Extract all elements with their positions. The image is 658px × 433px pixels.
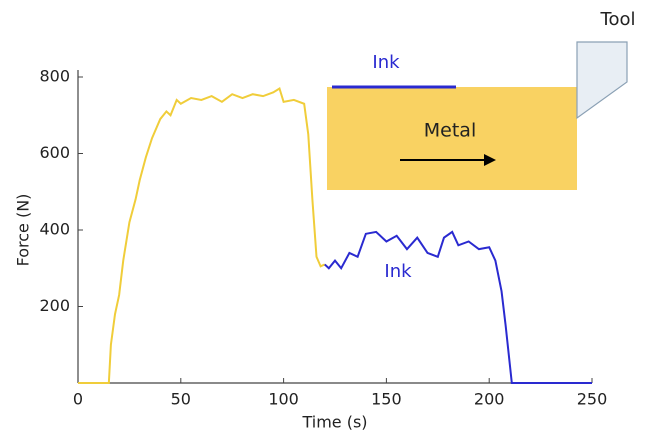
chart: Ink Metal Tool Ink Time (s) Force (N) 20…	[0, 0, 658, 433]
x-tick-label: 0	[73, 390, 83, 409]
tool	[577, 42, 627, 118]
y-tick-label: 600	[39, 143, 70, 162]
annotation: Ink	[372, 52, 400, 73]
x-tick-label: 100	[268, 390, 299, 409]
y-tick-label: 800	[39, 67, 70, 86]
x-tick-label: 150	[371, 390, 402, 409]
annotation: Tool	[600, 9, 636, 30]
data-line	[78, 88, 325, 383]
x-axis-label: Time (s)	[301, 413, 367, 432]
annotation: Metal	[424, 120, 476, 142]
y-tick-label: 400	[39, 220, 70, 239]
annotation: Ink	[384, 261, 412, 282]
x-tick-label: 200	[474, 390, 505, 409]
x-tick-label: 250	[577, 390, 608, 409]
y-axis-label: Force (N)	[14, 194, 33, 267]
data-line	[325, 232, 592, 383]
y-tick-label: 200	[39, 296, 70, 315]
x-tick-label: 50	[171, 390, 191, 409]
